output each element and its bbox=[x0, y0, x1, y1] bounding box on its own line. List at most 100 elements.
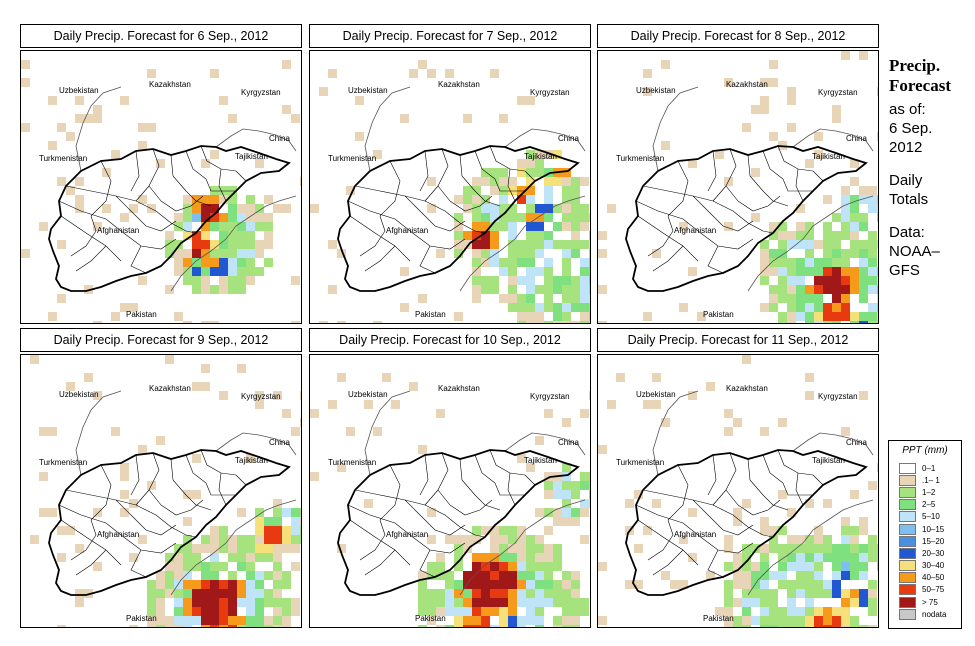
precip-cell bbox=[733, 598, 742, 607]
precip-cell bbox=[526, 294, 535, 303]
province-boundary bbox=[474, 494, 501, 511]
precip-cell bbox=[210, 607, 219, 616]
precip-cell bbox=[787, 123, 796, 132]
precip-cell bbox=[57, 553, 66, 562]
precip-cell bbox=[589, 321, 590, 323]
precip-cell bbox=[183, 195, 192, 204]
precip-cell bbox=[859, 553, 868, 562]
precip-cell bbox=[850, 267, 859, 276]
precip-cell bbox=[535, 312, 544, 321]
precip-cell bbox=[246, 553, 255, 562]
panel-title: Daily Precip. Forecast for 8 Sep., 2012 bbox=[597, 24, 879, 48]
precip-cell bbox=[201, 204, 210, 213]
province-boundary bbox=[200, 449, 237, 476]
precip-cell bbox=[562, 625, 571, 627]
precip-cell bbox=[544, 294, 553, 303]
precip-cell bbox=[841, 625, 850, 627]
country-label-uzbekistan: Uzbekistan bbox=[59, 86, 99, 95]
precip-cell bbox=[526, 553, 535, 562]
precip-cell bbox=[282, 409, 291, 418]
precip-cell bbox=[877, 294, 878, 303]
precip-cell bbox=[850, 490, 859, 499]
precip-cell bbox=[517, 258, 526, 267]
precip-cell bbox=[174, 562, 183, 571]
province-boundary bbox=[170, 458, 187, 496]
precip-cell bbox=[850, 195, 859, 204]
country-label-afghanistan: Afghanistan bbox=[386, 530, 428, 539]
precip-cell bbox=[823, 249, 832, 258]
precip-cell bbox=[589, 267, 590, 276]
precip-cell bbox=[255, 616, 264, 625]
precip-cell bbox=[264, 616, 273, 625]
precip-cell bbox=[481, 177, 490, 186]
precip-cell bbox=[562, 607, 571, 616]
precip-cell bbox=[463, 240, 472, 249]
precip-cell bbox=[201, 535, 210, 544]
precip-cell bbox=[210, 544, 219, 553]
country-border bbox=[792, 432, 874, 456]
precip-cell bbox=[868, 535, 877, 544]
precip-cell bbox=[814, 294, 823, 303]
precip-cell bbox=[733, 571, 742, 580]
precip-cell bbox=[418, 598, 427, 607]
precip-cell bbox=[850, 204, 859, 213]
province-boundary bbox=[812, 170, 824, 182]
precip-cell bbox=[832, 294, 841, 303]
precip-cell bbox=[499, 204, 508, 213]
precip-cell bbox=[517, 321, 526, 323]
precip-cell bbox=[778, 249, 787, 258]
province-boundary bbox=[65, 185, 132, 212]
precip-cell bbox=[201, 159, 210, 168]
precip-cell bbox=[535, 249, 544, 258]
province-boundary bbox=[437, 452, 451, 506]
precip-cell bbox=[787, 616, 796, 625]
precip-cell bbox=[472, 625, 481, 627]
precip-cell bbox=[589, 490, 590, 499]
province-boundary bbox=[424, 489, 439, 506]
precip-cell bbox=[544, 276, 553, 285]
precip-cell bbox=[228, 285, 237, 294]
precip-cell bbox=[508, 616, 517, 625]
precip-cell bbox=[868, 481, 877, 490]
precip-cell bbox=[814, 312, 823, 321]
legend-swatch bbox=[899, 572, 916, 584]
precip-cell bbox=[868, 276, 877, 285]
country-label-china: China bbox=[846, 438, 867, 447]
precip-cell bbox=[174, 580, 183, 589]
precip-cell bbox=[526, 321, 535, 323]
precip-cell bbox=[841, 204, 850, 213]
precip-cell bbox=[787, 267, 796, 276]
province-boundary bbox=[747, 154, 764, 192]
precip-cell bbox=[174, 616, 183, 625]
precip-cell bbox=[346, 427, 355, 436]
precip-cell bbox=[165, 616, 174, 625]
precip-map: Uzbekistan Kazakhstan Kyrgyzstan China Turkm… bbox=[597, 50, 879, 324]
precip-cell bbox=[562, 186, 571, 195]
precip-cell bbox=[814, 544, 823, 553]
precip-cell bbox=[553, 544, 562, 553]
precip-cell bbox=[264, 589, 273, 598]
precip-cell bbox=[841, 312, 850, 321]
precip-cell bbox=[859, 258, 868, 267]
precip-cell bbox=[219, 186, 228, 195]
precip-cell bbox=[165, 249, 174, 258]
precip-cell bbox=[174, 222, 183, 231]
precip-cell bbox=[129, 204, 138, 213]
precip-cell bbox=[814, 562, 823, 571]
precip-cell bbox=[255, 204, 264, 213]
precip-cell bbox=[778, 580, 787, 589]
precip-cell bbox=[490, 276, 499, 285]
precip-grid bbox=[21, 60, 301, 323]
precip-cell bbox=[174, 589, 183, 598]
precip-cell bbox=[787, 87, 796, 96]
precip-cell bbox=[192, 267, 201, 276]
province-boundary bbox=[409, 230, 466, 250]
precip-cell bbox=[535, 508, 544, 517]
precip-cell bbox=[201, 321, 210, 323]
precip-cell bbox=[787, 553, 796, 562]
precip-cell bbox=[544, 472, 553, 481]
precip-cell bbox=[165, 285, 174, 294]
precip-cell bbox=[436, 571, 445, 580]
country-label-afghanistan: Afghanistan bbox=[674, 226, 716, 235]
legend-label: 10–15 bbox=[922, 524, 945, 534]
